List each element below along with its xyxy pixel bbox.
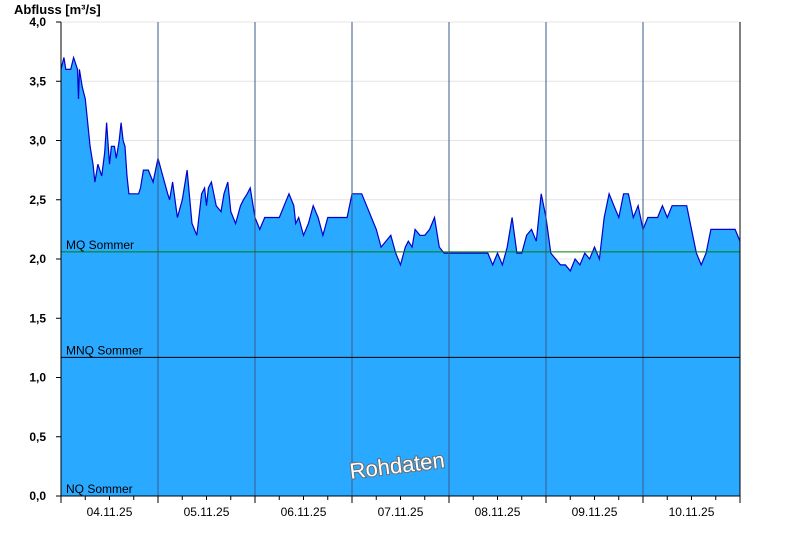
y-tick-label: 3,5: [29, 74, 46, 88]
y-tick-labels: 0,0 0,5 1,0 1,5 2,0 2,5 3,0 3,5 4,0: [29, 15, 61, 503]
y-tick-label: 1,5: [29, 311, 46, 325]
x-tick-label: 06.11.25: [281, 505, 327, 519]
y-tick-label: 3,0: [29, 134, 46, 148]
x-tick-label: 04.11.25: [87, 505, 133, 519]
reference-label: NQ Sommer: [66, 482, 133, 496]
y-tick-label: 0,5: [29, 430, 46, 444]
y-tick-label: 2,5: [29, 193, 46, 207]
x-tick-label: 07.11.25: [378, 505, 424, 519]
y-tick-label: 4,0: [29, 15, 46, 29]
discharge-line: [60, 55, 741, 273]
discharge-area: [61, 57, 740, 496]
x-tick-label: 08.11.25: [475, 505, 521, 519]
y-tick-label: 1,0: [29, 371, 46, 385]
reference-label: MQ Sommer: [66, 238, 134, 252]
x-tick-label: 05.11.25: [184, 505, 230, 519]
y-tick-label: 2,0: [29, 252, 46, 266]
x-tick-label: 10.11.25: [669, 505, 715, 519]
data-area: [60, 55, 741, 496]
y-axis-label: Abfluss [m³/s]: [14, 2, 101, 17]
day-boundaries: [157, 22, 644, 496]
reference-lines: MQ Sommer MNQ Sommer NQ Sommer: [61, 238, 740, 496]
x-tick-label: 09.11.25: [572, 505, 618, 519]
reference-label: MNQ Sommer: [66, 343, 143, 357]
y-tick-label: 0,0: [29, 489, 46, 503]
x-tick-labels: 04.11.25 05.11.25 06.11.25 07.11.25 08.11.25…: [60, 496, 741, 519]
